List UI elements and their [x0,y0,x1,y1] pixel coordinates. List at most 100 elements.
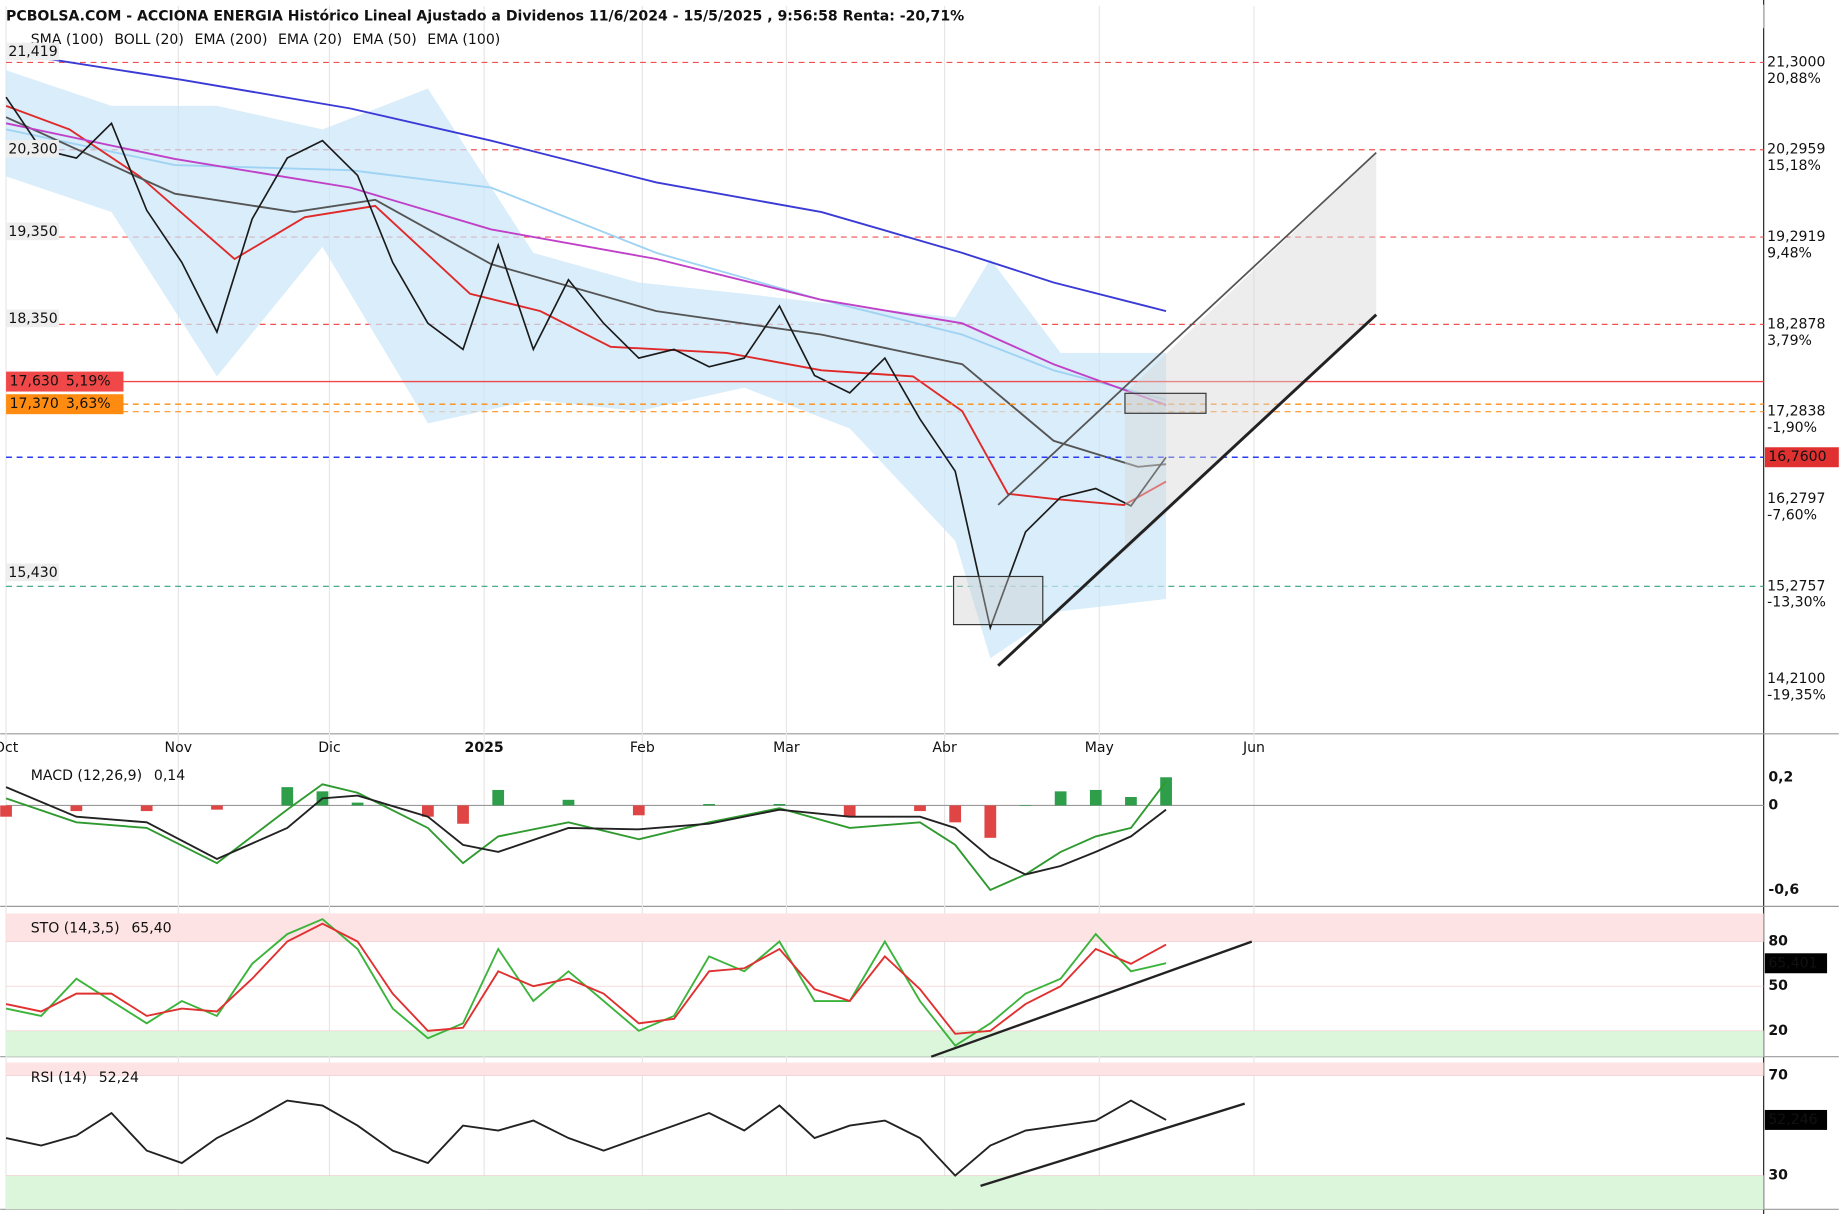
last-value-label: 65,401 [1768,955,1817,971]
x-tick-label: Oct [0,740,19,756]
histogram-bar [70,805,83,812]
histogram-bar [984,805,997,838]
last-value-box [1764,953,1828,974]
histogram-bar [843,805,856,817]
y2-tick-label: 3,79% [1767,333,1812,349]
y-tick-label: 30 [1768,1168,1788,1184]
channel-fill [1124,152,1377,552]
histogram-bar [140,805,153,812]
zone-box [952,575,1044,626]
y-tick-label: 80 [1768,934,1788,950]
histogram-bar [351,802,364,806]
last-price-label: 16,7600 [1768,449,1826,465]
histogram-bar [1089,789,1102,806]
x-tick-label: Dic [318,740,341,756]
histogram-bar [422,805,434,817]
y2-tick-label: -7,60% [1767,507,1817,523]
macd-line [5,786,1167,876]
legend-entry: EMA (50) [353,32,417,48]
zone-box [1124,392,1207,414]
marker-box [6,394,124,415]
level-label-bg [6,309,59,328]
histogram-bar [949,805,962,823]
legend-entry: EMA (200) [194,32,267,48]
price-line [5,96,1167,631]
x-tick-label: May [1085,740,1114,756]
bollinger-band [6,70,1167,659]
x-tick-label: Feb [630,740,655,756]
panel-title: RSI (14) [31,1070,87,1086]
panel-title: MACD (12,26,9) [31,768,142,784]
indicator-line [48,58,1167,313]
x-tick-label: Jun [1242,740,1265,756]
level-label: 20,300 [8,141,57,157]
histogram-bar [457,805,469,824]
marker-percent: 3,63% [66,396,111,412]
y-tick-label: 70 [1768,1068,1788,1084]
level-label: 18,350 [8,311,57,327]
histogram-bar [1160,777,1172,806]
last-value-box [1764,1109,1828,1130]
y2-tick-label: -13,30% [1767,595,1826,611]
panel-title: STO (14,3,5) [31,921,120,937]
y-tick-label: 0 [1768,797,1778,813]
y-tick-label: 18,2878 [1767,316,1825,332]
x-tick-label: Abr [932,740,957,756]
annotations [930,151,1378,1187]
oscillator-line [5,922,1167,1035]
y2-tick-label: -1,90% [1767,420,1817,436]
channel-lower [997,313,1378,667]
histogram-bar [492,789,505,806]
y-tick-label: 20,2959 [1767,142,1825,158]
last-price-box [1764,447,1839,468]
y-tick-label: 17,2838 [1767,404,1825,420]
y-tick-label: 50 [1768,978,1788,994]
panel-value: 52,24 [99,1070,139,1086]
histogram-bar [632,805,645,816]
histogram-bar [1019,805,1032,807]
oscillator-line [5,1099,1167,1177]
level-label: 15,430 [8,565,57,581]
marker-box [6,371,124,392]
channel-upper [997,151,1377,506]
marker-percent: 5,19% [66,374,111,390]
y-tick-label: 19,2919 [1767,229,1825,245]
histogram-bar [773,804,786,806]
y-tick-label: 15,2757 [1767,578,1825,594]
y-tick-label: 16,2797 [1767,491,1825,507]
histogram-bar [1054,791,1067,806]
level-label: 21,419 [8,44,57,60]
level-label-bg [6,42,59,61]
level-label-bg [6,563,59,582]
macd-line [5,780,1167,892]
histogram-bar [281,787,294,806]
sto-trend-line [930,940,1253,1058]
x-tick-label: Nov [165,740,192,756]
chart-title: PCBOLSA.COM - ACCIONA ENERGIA Histórico … [6,8,964,24]
overbought-zone [6,913,1764,942]
level-label: 19,350 [8,224,57,240]
panel-value: 0,14 [154,768,185,784]
y2-tick-label: 15,18% [1767,158,1821,174]
overbought-zone [6,1062,1764,1076]
indicator-line [5,105,1167,507]
last-value-label: 52,246 [1768,1112,1817,1128]
indicator-line [5,122,1167,406]
y-tick-label: 14,2100 [1767,671,1825,687]
histogram-bar [1125,796,1137,806]
y-tick-label: -0,6 [1768,882,1799,898]
y-tick-label: 0,2 [1768,769,1793,785]
histogram-bar [0,805,12,817]
rsi-trend-line [980,1102,1246,1187]
marker-label: 17,630 [10,374,59,390]
title-bar [0,4,1764,29]
y-tick-label: 20 [1768,1023,1788,1039]
y2-tick-label: -19,35% [1767,687,1826,703]
x-tick-label: Mar [773,740,800,756]
y-tick-label: 21,3000 [1767,54,1825,70]
y2-tick-label: 20,88% [1767,71,1821,87]
y2-tick-label: 9,48% [1767,246,1812,262]
